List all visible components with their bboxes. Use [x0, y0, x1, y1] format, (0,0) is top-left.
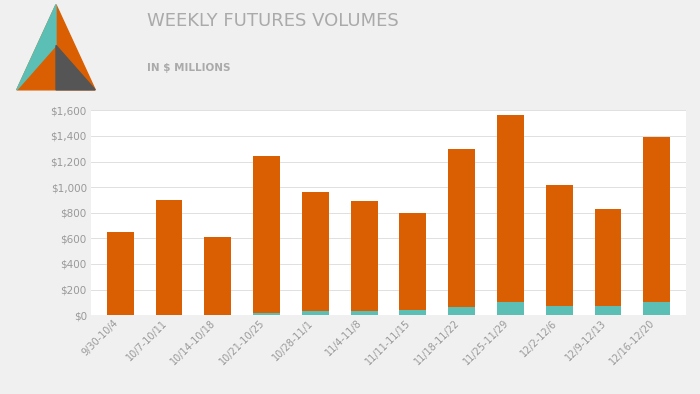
Bar — [643, 302, 670, 315]
Bar — [302, 311, 329, 315]
Bar — [107, 232, 134, 315]
Text: IN $ MILLIONS: IN $ MILLIONS — [147, 63, 230, 73]
Bar — [253, 156, 280, 313]
Bar — [497, 115, 524, 302]
Bar — [351, 201, 377, 311]
Bar — [253, 313, 280, 315]
Bar — [448, 307, 475, 315]
Bar — [204, 237, 231, 315]
Bar — [643, 137, 670, 302]
Bar — [400, 213, 426, 310]
Bar — [546, 306, 573, 315]
Bar — [400, 310, 426, 315]
Polygon shape — [56, 45, 95, 90]
Bar — [351, 311, 377, 315]
Bar — [594, 209, 622, 306]
Bar — [594, 306, 622, 315]
Text: WEEKLY FUTURES VOLUMES: WEEKLY FUTURES VOLUMES — [147, 12, 399, 30]
Bar — [302, 192, 329, 311]
Bar — [155, 200, 183, 315]
Polygon shape — [17, 5, 95, 90]
Bar — [546, 185, 573, 306]
Polygon shape — [17, 5, 56, 90]
Bar — [497, 302, 524, 315]
Bar — [448, 149, 475, 307]
